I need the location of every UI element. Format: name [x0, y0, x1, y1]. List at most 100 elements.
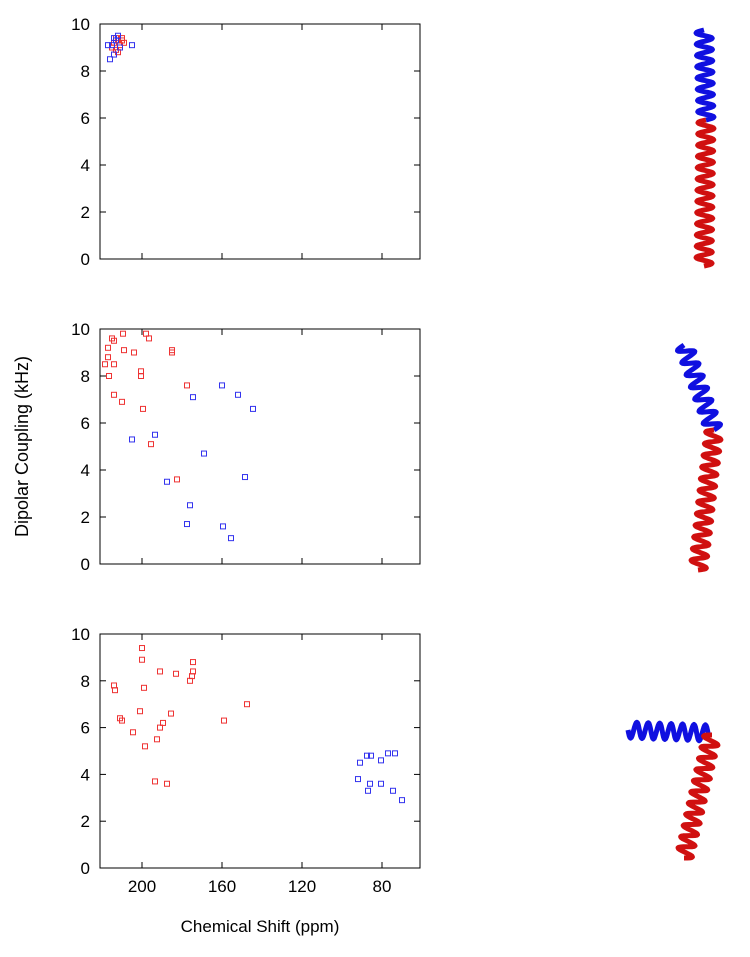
point — [219, 382, 225, 389]
point — [111, 391, 117, 398]
point — [105, 354, 111, 361]
point — [115, 32, 121, 39]
point — [112, 687, 118, 694]
x-axis-label: Chemical Shift (ppm) — [181, 917, 340, 936]
point — [244, 701, 250, 708]
point — [250, 405, 256, 412]
helix — [675, 342, 723, 433]
point — [368, 752, 374, 759]
y-tick-label: 8 — [81, 62, 90, 81]
point — [137, 708, 143, 715]
panel: 0 2 4 6 8 10 200 160 120 80 Chemical Shift (ppm) — [71, 625, 421, 936]
y-tick-label: 4 — [81, 765, 90, 784]
point — [399, 797, 405, 804]
point — [111, 51, 117, 58]
point — [141, 684, 147, 691]
helix-illustrations — [625, 27, 724, 861]
point — [106, 373, 112, 379]
point — [109, 42, 115, 49]
y-tick-label: 8 — [81, 367, 90, 386]
y-tick-label: 2 — [81, 812, 90, 831]
y-tick-label: 4 — [81, 461, 90, 480]
point — [201, 450, 207, 457]
point — [367, 780, 373, 787]
point — [187, 502, 193, 509]
point — [119, 398, 125, 405]
point — [121, 347, 127, 354]
y-tick-label: 0 — [81, 250, 90, 269]
point — [220, 523, 226, 530]
point — [235, 391, 241, 398]
helix — [693, 27, 717, 123]
point — [385, 750, 391, 757]
point — [105, 344, 111, 351]
point — [164, 780, 170, 787]
y-tick-label: 10 — [71, 15, 90, 34]
point — [357, 759, 363, 766]
point — [129, 42, 135, 49]
point — [157, 668, 163, 675]
point — [364, 752, 370, 759]
point — [392, 750, 398, 757]
point — [168, 710, 174, 717]
point — [117, 44, 123, 51]
point — [190, 394, 196, 401]
y-tick-label: 0 — [81, 859, 90, 878]
point — [390, 787, 396, 794]
point — [169, 349, 175, 356]
plot-frame — [99, 633, 421, 869]
y-tick-label: 2 — [81, 508, 90, 527]
x-tick-label: 160 — [208, 877, 236, 896]
point — [173, 670, 179, 677]
point — [130, 729, 136, 736]
y-axis-label: Dipolar Coupling (kHz) — [12, 356, 32, 537]
point — [221, 717, 227, 724]
point — [107, 56, 113, 63]
point — [152, 778, 158, 785]
point — [119, 717, 125, 724]
x-tick-label: 80 — [373, 877, 392, 896]
x-tick-label: 120 — [288, 877, 316, 896]
point — [187, 677, 193, 684]
helix — [688, 427, 724, 573]
point — [120, 330, 126, 337]
y-tick-label: 4 — [81, 156, 90, 175]
y-tick-label: 6 — [81, 414, 90, 433]
point — [228, 535, 234, 542]
point — [154, 736, 160, 743]
point — [111, 337, 117, 344]
point — [190, 659, 196, 666]
plot-frame — [99, 23, 421, 260]
helix — [693, 117, 717, 269]
point — [152, 431, 158, 438]
y-tick-label: 8 — [81, 672, 90, 691]
point — [242, 474, 248, 481]
point — [139, 645, 145, 652]
panel: 0 2 4 6 8 10 — [71, 15, 421, 269]
point — [378, 757, 384, 764]
panel: 0 2 4 6 8 10 Dipolar Coupling (kHz) — [12, 320, 421, 574]
point — [378, 780, 384, 787]
point — [142, 743, 148, 750]
y-tick-label: 6 — [81, 109, 90, 128]
point — [157, 724, 163, 731]
y-tick-label: 10 — [71, 625, 90, 644]
point — [131, 349, 137, 356]
point — [164, 478, 170, 485]
helix — [675, 732, 721, 861]
point — [111, 361, 117, 368]
point — [146, 335, 152, 342]
helix — [625, 719, 711, 744]
point — [365, 787, 371, 794]
y-tick-label: 6 — [81, 719, 90, 738]
y-tick-label: 10 — [71, 320, 90, 339]
point — [105, 42, 111, 49]
point — [140, 405, 146, 412]
point — [184, 382, 190, 389]
x-tick-label: 200 — [128, 877, 156, 896]
y-tick-label: 0 — [81, 555, 90, 574]
plot-frame — [99, 328, 421, 565]
point — [184, 521, 190, 528]
point — [355, 776, 361, 783]
